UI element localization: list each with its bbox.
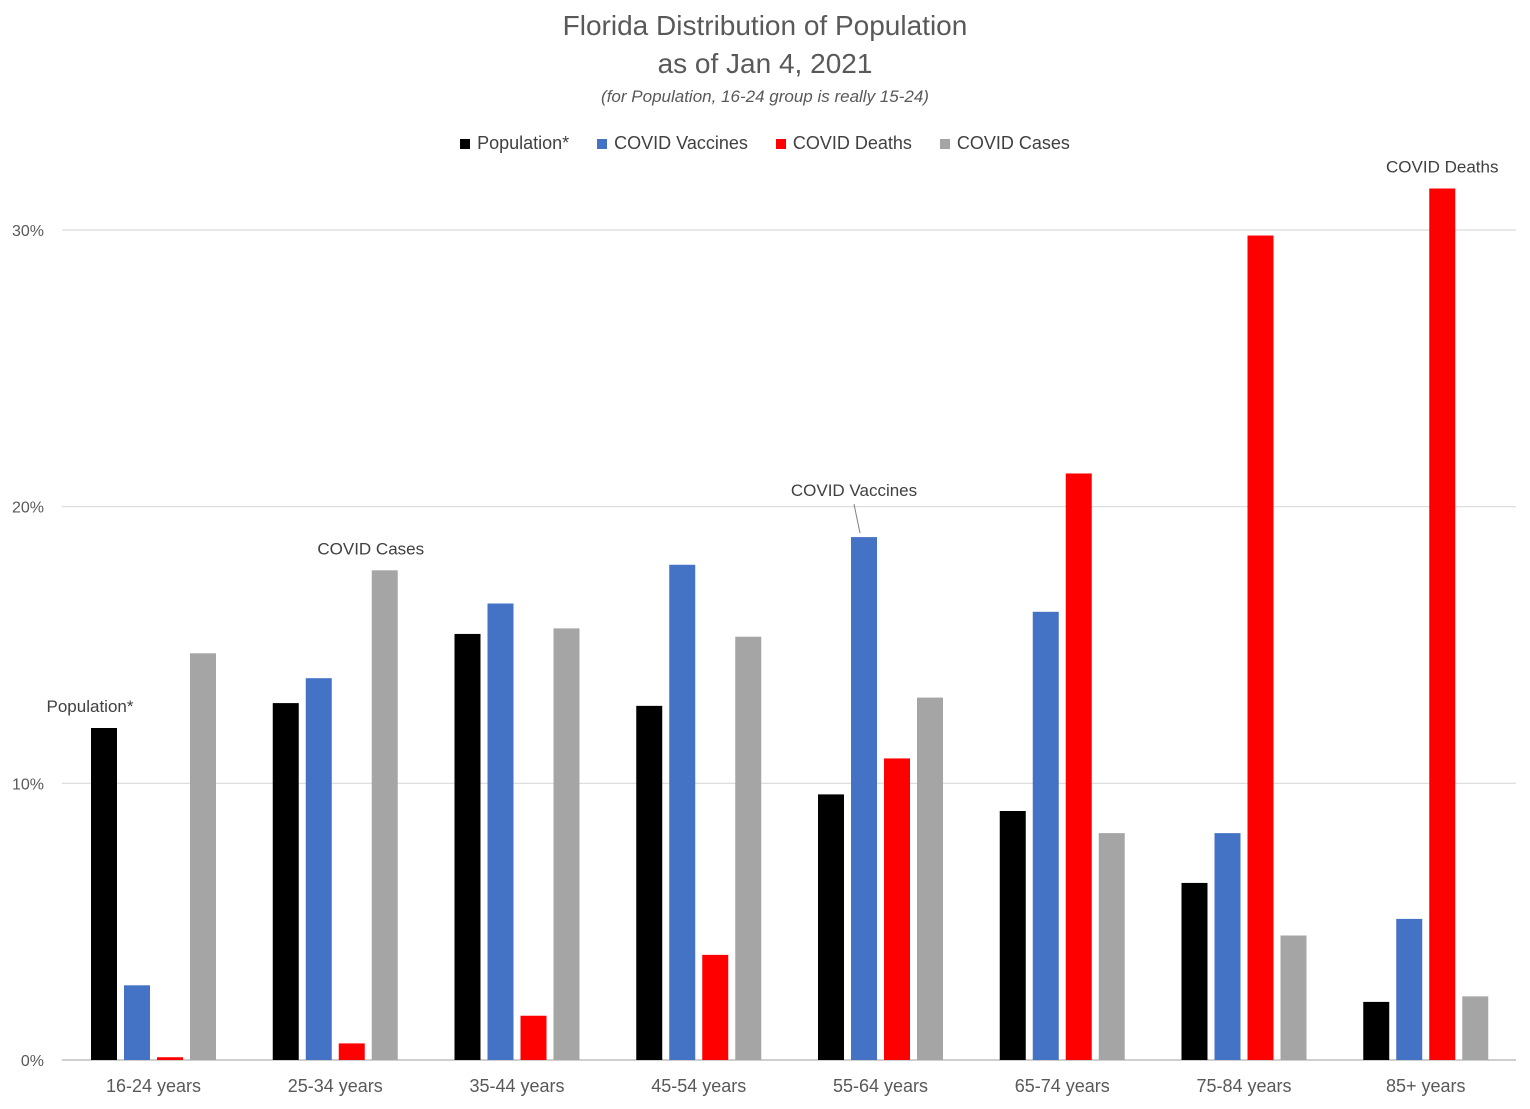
bar: [851, 537, 877, 1060]
bar: [272, 703, 299, 1060]
legend-swatch-cases: [939, 138, 950, 149]
bar: [520, 1015, 547, 1060]
bar: [553, 628, 580, 1060]
labels-layer: 16-24 years 25-34 years 35-44 years 45-54 y…: [47, 158, 1499, 1097]
bar: [1280, 935, 1307, 1060]
x-tick-label: 35-44 years: [469, 1076, 564, 1096]
data-label: COVID Deaths: [1386, 158, 1498, 177]
legend-label-population: Population*: [477, 133, 570, 153]
bar: [190, 653, 216, 1060]
bar: [1462, 996, 1489, 1060]
y-tick-label: 30%: [12, 223, 44, 240]
chart-title-line-2: as of Jan 4, 2021: [657, 48, 873, 79]
legend: Population* COVID Vaccines COVID Deaths …: [0, 133, 1530, 154]
legend-label-deaths: COVID Deaths: [792, 133, 912, 153]
bar: [884, 758, 910, 1060]
bar: [735, 636, 762, 1060]
legend-item-deaths: COVID Deaths: [775, 133, 912, 154]
bar: [1396, 918, 1423, 1060]
chart-subtitle: (for Population, 16-24 group is really 1…: [601, 87, 929, 106]
bar: [917, 697, 943, 1060]
legend-swatch-population: [460, 138, 471, 149]
legend-label-vaccines: COVID Vaccines: [614, 133, 748, 153]
bar: [305, 678, 332, 1060]
data-label: COVID Vaccines: [791, 481, 917, 500]
bar: [1247, 235, 1274, 1061]
bar: [91, 728, 117, 1060]
bar: [1065, 473, 1092, 1060]
data-label: COVID Cases: [317, 539, 424, 558]
bar: [157, 1057, 183, 1060]
x-tick-label: 16-24 years: [106, 1076, 201, 1096]
bar: [669, 564, 696, 1060]
bar: [1032, 611, 1059, 1060]
legend-swatch-deaths: [775, 138, 786, 149]
bar: [1429, 188, 1456, 1060]
annotation-leader-line: [853, 503, 861, 534]
bar: [1363, 1001, 1390, 1060]
bars-layer: [91, 188, 1489, 1061]
bar: [487, 603, 514, 1060]
x-tick-label: 55-64 years: [833, 1076, 928, 1096]
x-tick-label: 45-54 years: [651, 1076, 746, 1096]
legend-item-cases: COVID Cases: [939, 133, 1070, 154]
y-tick-label: 0%: [21, 1053, 44, 1070]
bar: [454, 633, 481, 1060]
bar: [124, 985, 150, 1060]
bar: [636, 705, 663, 1060]
y-tick-label: 10%: [12, 776, 44, 793]
x-tick-label: 75-84 years: [1196, 1076, 1291, 1096]
legend-item-vaccines: COVID Vaccines: [597, 133, 748, 154]
bar: [371, 570, 398, 1060]
bar: [1214, 833, 1241, 1060]
x-tick-label: 85+ years: [1386, 1076, 1466, 1096]
bar: [1098, 833, 1125, 1060]
data-label: Population*: [47, 697, 134, 716]
legend-swatch-vaccines: [597, 138, 608, 149]
grid-layer: 0% 10% 20% 30%: [12, 223, 1516, 1070]
bar: [338, 1043, 365, 1060]
bar: [702, 954, 729, 1060]
y-tick-label: 20%: [12, 500, 44, 517]
legend-item-population: Population*: [460, 133, 569, 154]
x-tick-label: 65-74 years: [1015, 1076, 1110, 1096]
bar: [1181, 882, 1208, 1060]
bar: [999, 811, 1026, 1060]
bar: [818, 794, 844, 1060]
x-tick-label: 25-34 years: [288, 1076, 383, 1096]
chart-title-line-1: Florida Distribution of Population: [562, 10, 968, 41]
legend-label-cases: COVID Cases: [956, 133, 1070, 153]
